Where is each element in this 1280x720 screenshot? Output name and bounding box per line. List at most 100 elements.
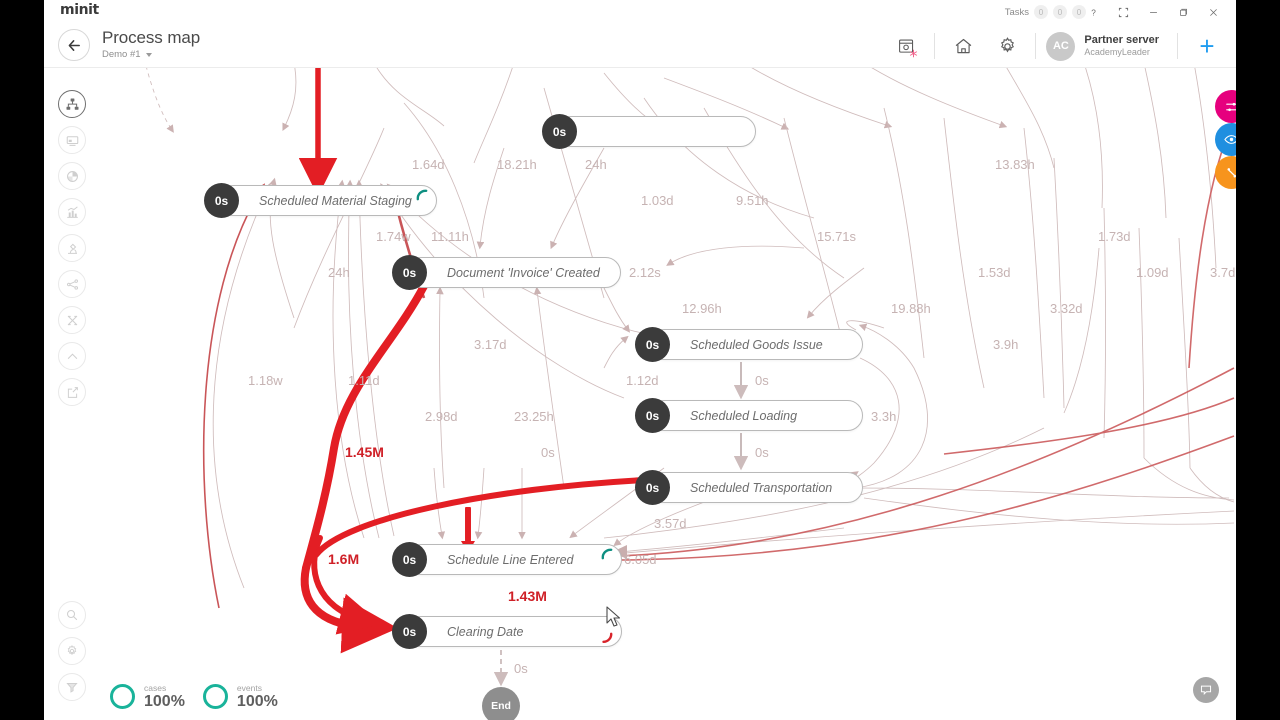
node-duration-badge: 0s: [392, 614, 427, 649]
process-map-canvas[interactable]: 0s Scheduled Material Staging 0s Documen…: [44, 68, 1236, 720]
activity-icon: [1227, 167, 1236, 177]
minit-logo: minit: [60, 2, 99, 18]
sidebar-item-statistics[interactable]: [58, 162, 86, 190]
visibility-fab[interactable]: [1215, 123, 1236, 156]
minimize-icon[interactable]: [1138, 0, 1168, 24]
edge-label: 1.64d: [412, 157, 445, 172]
node-label: Scheduled Loading: [690, 408, 798, 423]
snapshot-button[interactable]: [884, 24, 928, 68]
node-duration-badge: 0s: [542, 114, 577, 149]
node-pill[interactable]: Scheduled Transportation: [649, 472, 863, 503]
sidebar-item-variants[interactable]: [58, 270, 86, 298]
map-settings-fab[interactable]: [1215, 90, 1236, 123]
cases-value: 100%: [144, 693, 185, 710]
map-settings-button[interactable]: [58, 637, 86, 665]
gear-icon: [1000, 36, 1014, 53]
node-pill[interactable]: Schedule Line Entered: [406, 544, 622, 575]
edge-label: 24h: [585, 157, 607, 172]
settings-gear-icon: [67, 645, 77, 656]
edge-label: 15.71s: [817, 229, 857, 244]
user-chip[interactable]: AC Partner server AcademyLeader: [1042, 31, 1171, 61]
activity-fab[interactable]: [1215, 156, 1236, 189]
node-pill[interactable]: Scheduled Goods Issue: [649, 329, 863, 360]
edge-label: 19.88h: [891, 301, 931, 316]
node-pill[interactable]: Document 'Invoice' Created: [406, 257, 621, 288]
divider: [1035, 33, 1037, 59]
sidebar-item-collapse[interactable]: [58, 342, 86, 370]
edge-label: 13.83h: [995, 157, 1035, 172]
node-pill[interactable]: Scheduled Material Staging: [218, 185, 437, 216]
teal-arc-indicator: [416, 189, 428, 201]
node-pill[interactable]: Scheduled Loading: [649, 400, 863, 431]
sidebar-item-performance[interactable]: [58, 198, 86, 226]
chat-bubble-icon: [1200, 685, 1212, 696]
left-toolbar-bottom: [58, 601, 86, 701]
search-icon: [66, 609, 78, 621]
node-label: Clearing Date: [447, 624, 524, 639]
header-actions: AC Partner server AcademyLeader +: [884, 24, 1230, 68]
cases-donut-icon: [110, 684, 135, 709]
cases-text: cases 100%: [144, 683, 185, 710]
node-duration-badge: 0s: [204, 183, 239, 218]
user-name: Partner server: [1084, 34, 1159, 46]
edge-label: 24h: [328, 265, 350, 280]
eye-icon: [1224, 135, 1236, 144]
edge-label: 23.25h: [514, 409, 554, 424]
node-pill[interactable]: Clearing Date: [406, 616, 622, 647]
edge-label: 2.98d: [425, 409, 458, 424]
user-role: AcademyLeader: [1084, 47, 1150, 57]
left-toolbar-top: [58, 90, 86, 406]
bar-chart-icon: [66, 205, 78, 218]
node-label: Scheduled Goods Issue: [690, 337, 823, 352]
filter-button[interactable]: [58, 673, 86, 701]
title-block: Process map Demo #1: [102, 28, 200, 60]
export-icon: [67, 386, 78, 398]
chat-button[interactable]: [1193, 677, 1219, 703]
sliders-icon: [1225, 102, 1236, 111]
edge-label: 18.21h: [497, 157, 537, 172]
edge-label: 3.3h: [871, 409, 897, 424]
search-button[interactable]: [58, 601, 86, 629]
node-duration-badge: 0s: [635, 470, 670, 505]
edge-label: 3.9h: [993, 337, 1019, 352]
settings-button[interactable]: [985, 24, 1029, 68]
restore-icon[interactable]: [1168, 0, 1198, 24]
variants-icon: [66, 278, 78, 290]
microscope-icon: [67, 243, 77, 254]
project-selector[interactable]: Demo #1: [102, 49, 200, 60]
process-node-end[interactable]: End: [482, 687, 520, 720]
back-button[interactable]: [58, 29, 90, 61]
tasks-indicator[interactable]: Tasks 0 0 0: [1005, 0, 1086, 24]
node-label: Scheduled Transportation: [690, 480, 833, 495]
home-button[interactable]: [941, 24, 985, 68]
edge-label: 1.12d: [626, 373, 659, 388]
close-icon[interactable]: [1198, 0, 1228, 24]
node-duration-badge: 0s: [635, 327, 670, 362]
sidebar-item-root-cause[interactable]: [58, 234, 86, 262]
add-button[interactable]: +: [1199, 30, 1215, 61]
sidebar-item-compare[interactable]: [58, 306, 86, 334]
edge-label: 2.12s: [629, 265, 661, 280]
task-count-0: 0: [1034, 5, 1048, 19]
edge-label: 6.05d: [624, 552, 657, 567]
node-pill[interactable]: [556, 116, 756, 147]
sidebar-item-export[interactable]: [58, 378, 86, 406]
cases-caption: cases: [144, 683, 167, 693]
home-icon: [955, 38, 972, 53]
node-label: Document 'Invoice' Created: [447, 265, 600, 280]
edge-label: 1.53d: [978, 265, 1011, 280]
edge-label: 0s: [755, 445, 769, 460]
legend-item-cases: cases 100%: [110, 683, 185, 710]
edge-label: 3.57d: [654, 516, 687, 531]
sidebar-item-process-map[interactable]: [58, 90, 86, 118]
sidebar-item-dashboard[interactable]: [58, 126, 86, 154]
fullscreen-icon[interactable]: [1108, 0, 1138, 24]
edge-label: 0s: [514, 661, 528, 676]
node-duration-badge: 0s: [392, 542, 427, 577]
project-name: Demo #1: [102, 49, 141, 60]
window-controls: ?: [1078, 0, 1228, 24]
help-icon[interactable]: ?: [1078, 0, 1108, 24]
events-caption: events: [236, 683, 262, 693]
svg-text:?: ?: [1091, 8, 1096, 17]
